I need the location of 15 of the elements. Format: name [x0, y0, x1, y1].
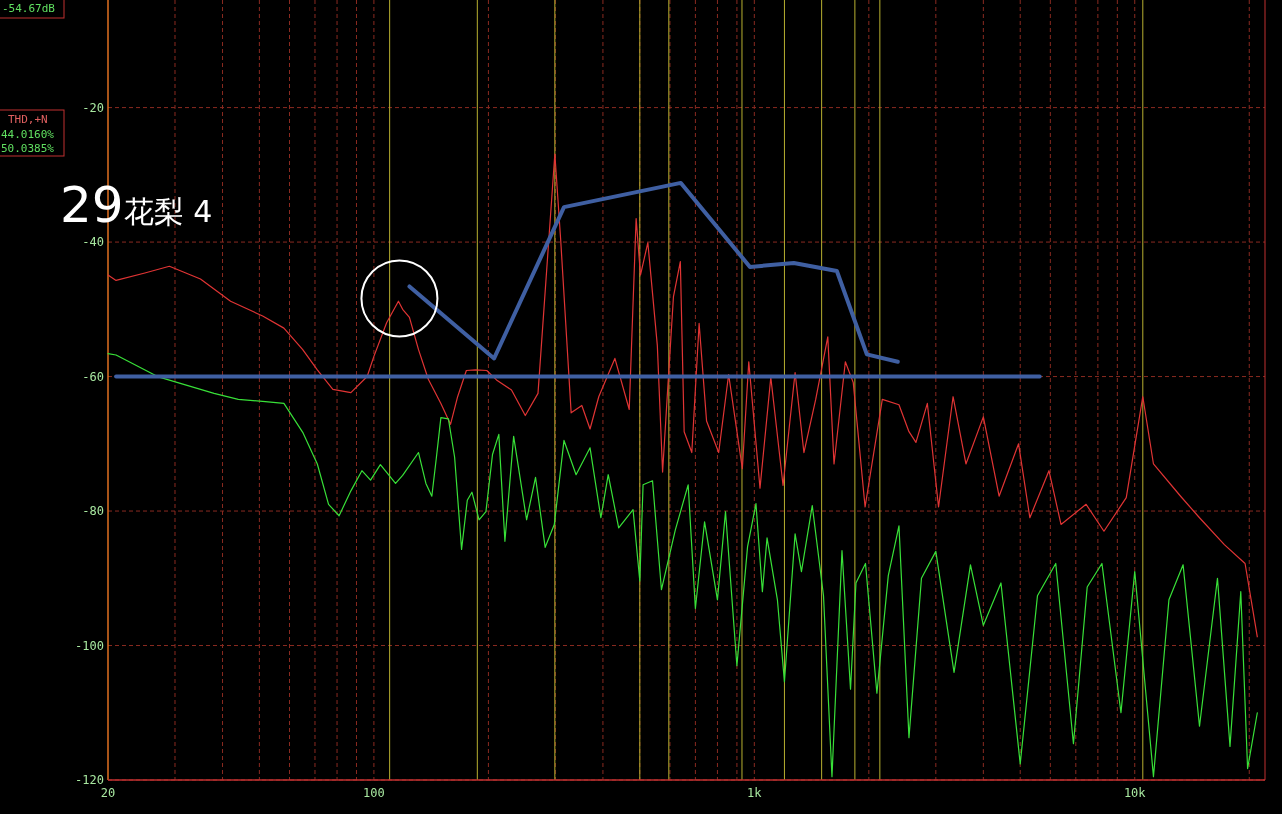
text: THD,+N [8, 113, 48, 126]
y-tick-label: -100 [75, 638, 104, 653]
y-tick-label: -120 [75, 773, 104, 787]
annotation: 花梨 4 [123, 194, 213, 229]
y-tick-label: -80 [82, 504, 104, 519]
x-tick-label: 100 [363, 786, 385, 800]
y-tick-label: -60 [82, 369, 104, 384]
x-tick-label: 20 [100, 786, 116, 800]
text: 50.0385% [1, 142, 55, 155]
text: 44.0160% [1, 128, 55, 141]
text: -54.67dB [2, 2, 56, 15]
y-tick-label: -40 [82, 235, 104, 250]
x-tick-label: 10k [1123, 786, 1147, 800]
x-tick-label: 1k [747, 786, 763, 800]
y-tick-label: -20 [82, 100, 104, 115]
